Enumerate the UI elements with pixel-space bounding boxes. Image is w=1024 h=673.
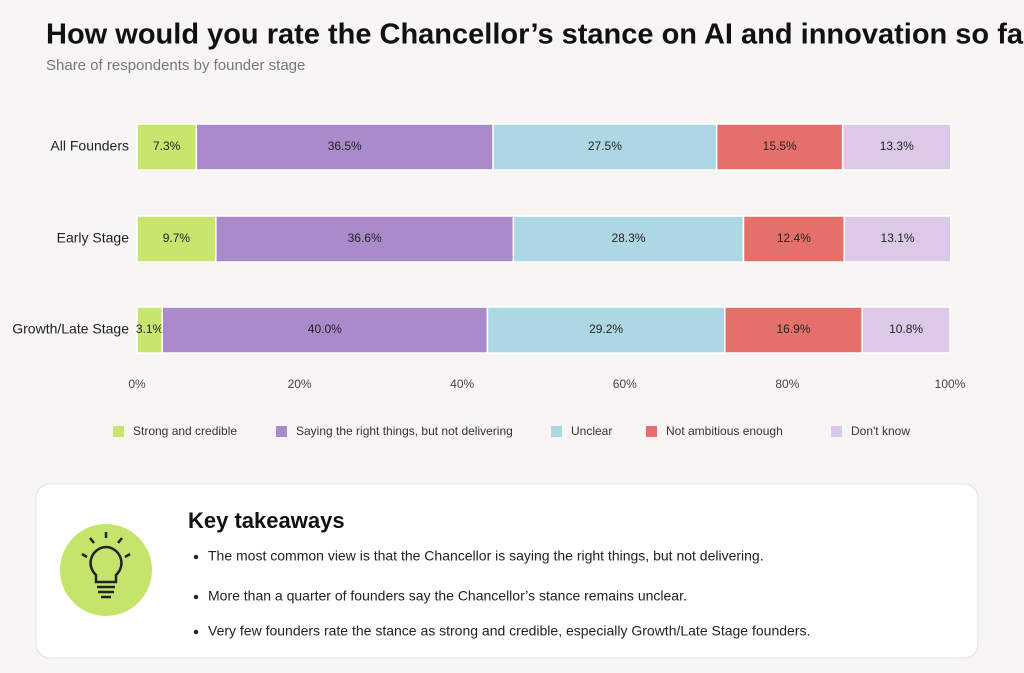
- legend-swatch: [551, 426, 562, 437]
- bar-segment: [136, 306, 163, 354]
- value-label: 15.5%: [763, 139, 797, 153]
- value-label: 16.9%: [776, 322, 810, 336]
- value-label: 36.5%: [328, 139, 362, 153]
- bar-segment: [861, 306, 951, 354]
- bar-segment: [136, 123, 198, 171]
- bullet: [193, 629, 199, 635]
- value-label: 27.5%: [588, 139, 622, 153]
- legend-swatch: [113, 426, 124, 437]
- legend-label: Strong and credible: [133, 424, 237, 438]
- value-label: 13.3%: [880, 139, 914, 153]
- value-label: 29.2%: [589, 322, 623, 336]
- category-label: All Founders: [50, 138, 129, 154]
- value-label: 28.3%: [611, 231, 645, 245]
- bullet: [193, 594, 199, 600]
- legend-swatch: [276, 426, 287, 437]
- value-label: 36.6%: [348, 231, 382, 245]
- legend-label: Saying the right things, but not deliver…: [296, 424, 513, 438]
- value-label: 9.7%: [163, 231, 191, 245]
- bar-segment: [161, 306, 489, 354]
- x-tick-label: 80%: [775, 377, 799, 391]
- bar-segment: [843, 215, 952, 263]
- category-label: Early Stage: [57, 230, 130, 246]
- chart-subtitle: Share of respondents by founder stage: [46, 57, 305, 74]
- takeaways-box: [35, 483, 979, 659]
- legend-label: Don't know: [851, 424, 910, 438]
- bar-segment: [724, 306, 863, 354]
- bulb-icon: [60, 524, 152, 616]
- x-tick-label: 60%: [613, 377, 637, 391]
- value-label: 40.0%: [308, 322, 342, 336]
- bar-segment: [715, 123, 844, 171]
- value-label: 7.3%: [153, 139, 181, 153]
- category-label: Growth/Late Stage: [12, 321, 129, 337]
- value-label: 12.4%: [777, 231, 811, 245]
- takeaway-item: Very few founders rate the stance as str…: [208, 623, 810, 639]
- bar-segment: [492, 123, 718, 171]
- x-tick-label: 40%: [450, 377, 474, 391]
- takeaway-item: The most common view is that the Chancel…: [208, 548, 764, 564]
- bar-segment: [742, 215, 846, 263]
- x-tick-label: 100%: [935, 377, 966, 391]
- takeaways-title: Key takeaways: [188, 508, 345, 533]
- legend-label: Not ambitious enough: [666, 424, 783, 438]
- value-label: 13.1%: [881, 231, 915, 245]
- bar-segment: [841, 123, 952, 171]
- x-tick-label: 20%: [288, 377, 312, 391]
- bullet: [193, 554, 199, 560]
- value-label: 3.1%: [136, 322, 164, 336]
- value-label: 10.8%: [889, 322, 923, 336]
- legend-label: Unclear: [571, 424, 612, 438]
- x-tick-label: 0%: [128, 377, 146, 391]
- legend-swatch: [831, 426, 842, 437]
- bar-segment: [512, 215, 745, 263]
- bar-segment: [215, 215, 515, 263]
- takeaway-item: More than a quarter of founders say the …: [208, 588, 687, 604]
- legend-swatch: [646, 426, 657, 437]
- chart-title: How would you rate the Chancellor’s stan…: [46, 19, 1024, 51]
- bar-segment: [136, 215, 217, 263]
